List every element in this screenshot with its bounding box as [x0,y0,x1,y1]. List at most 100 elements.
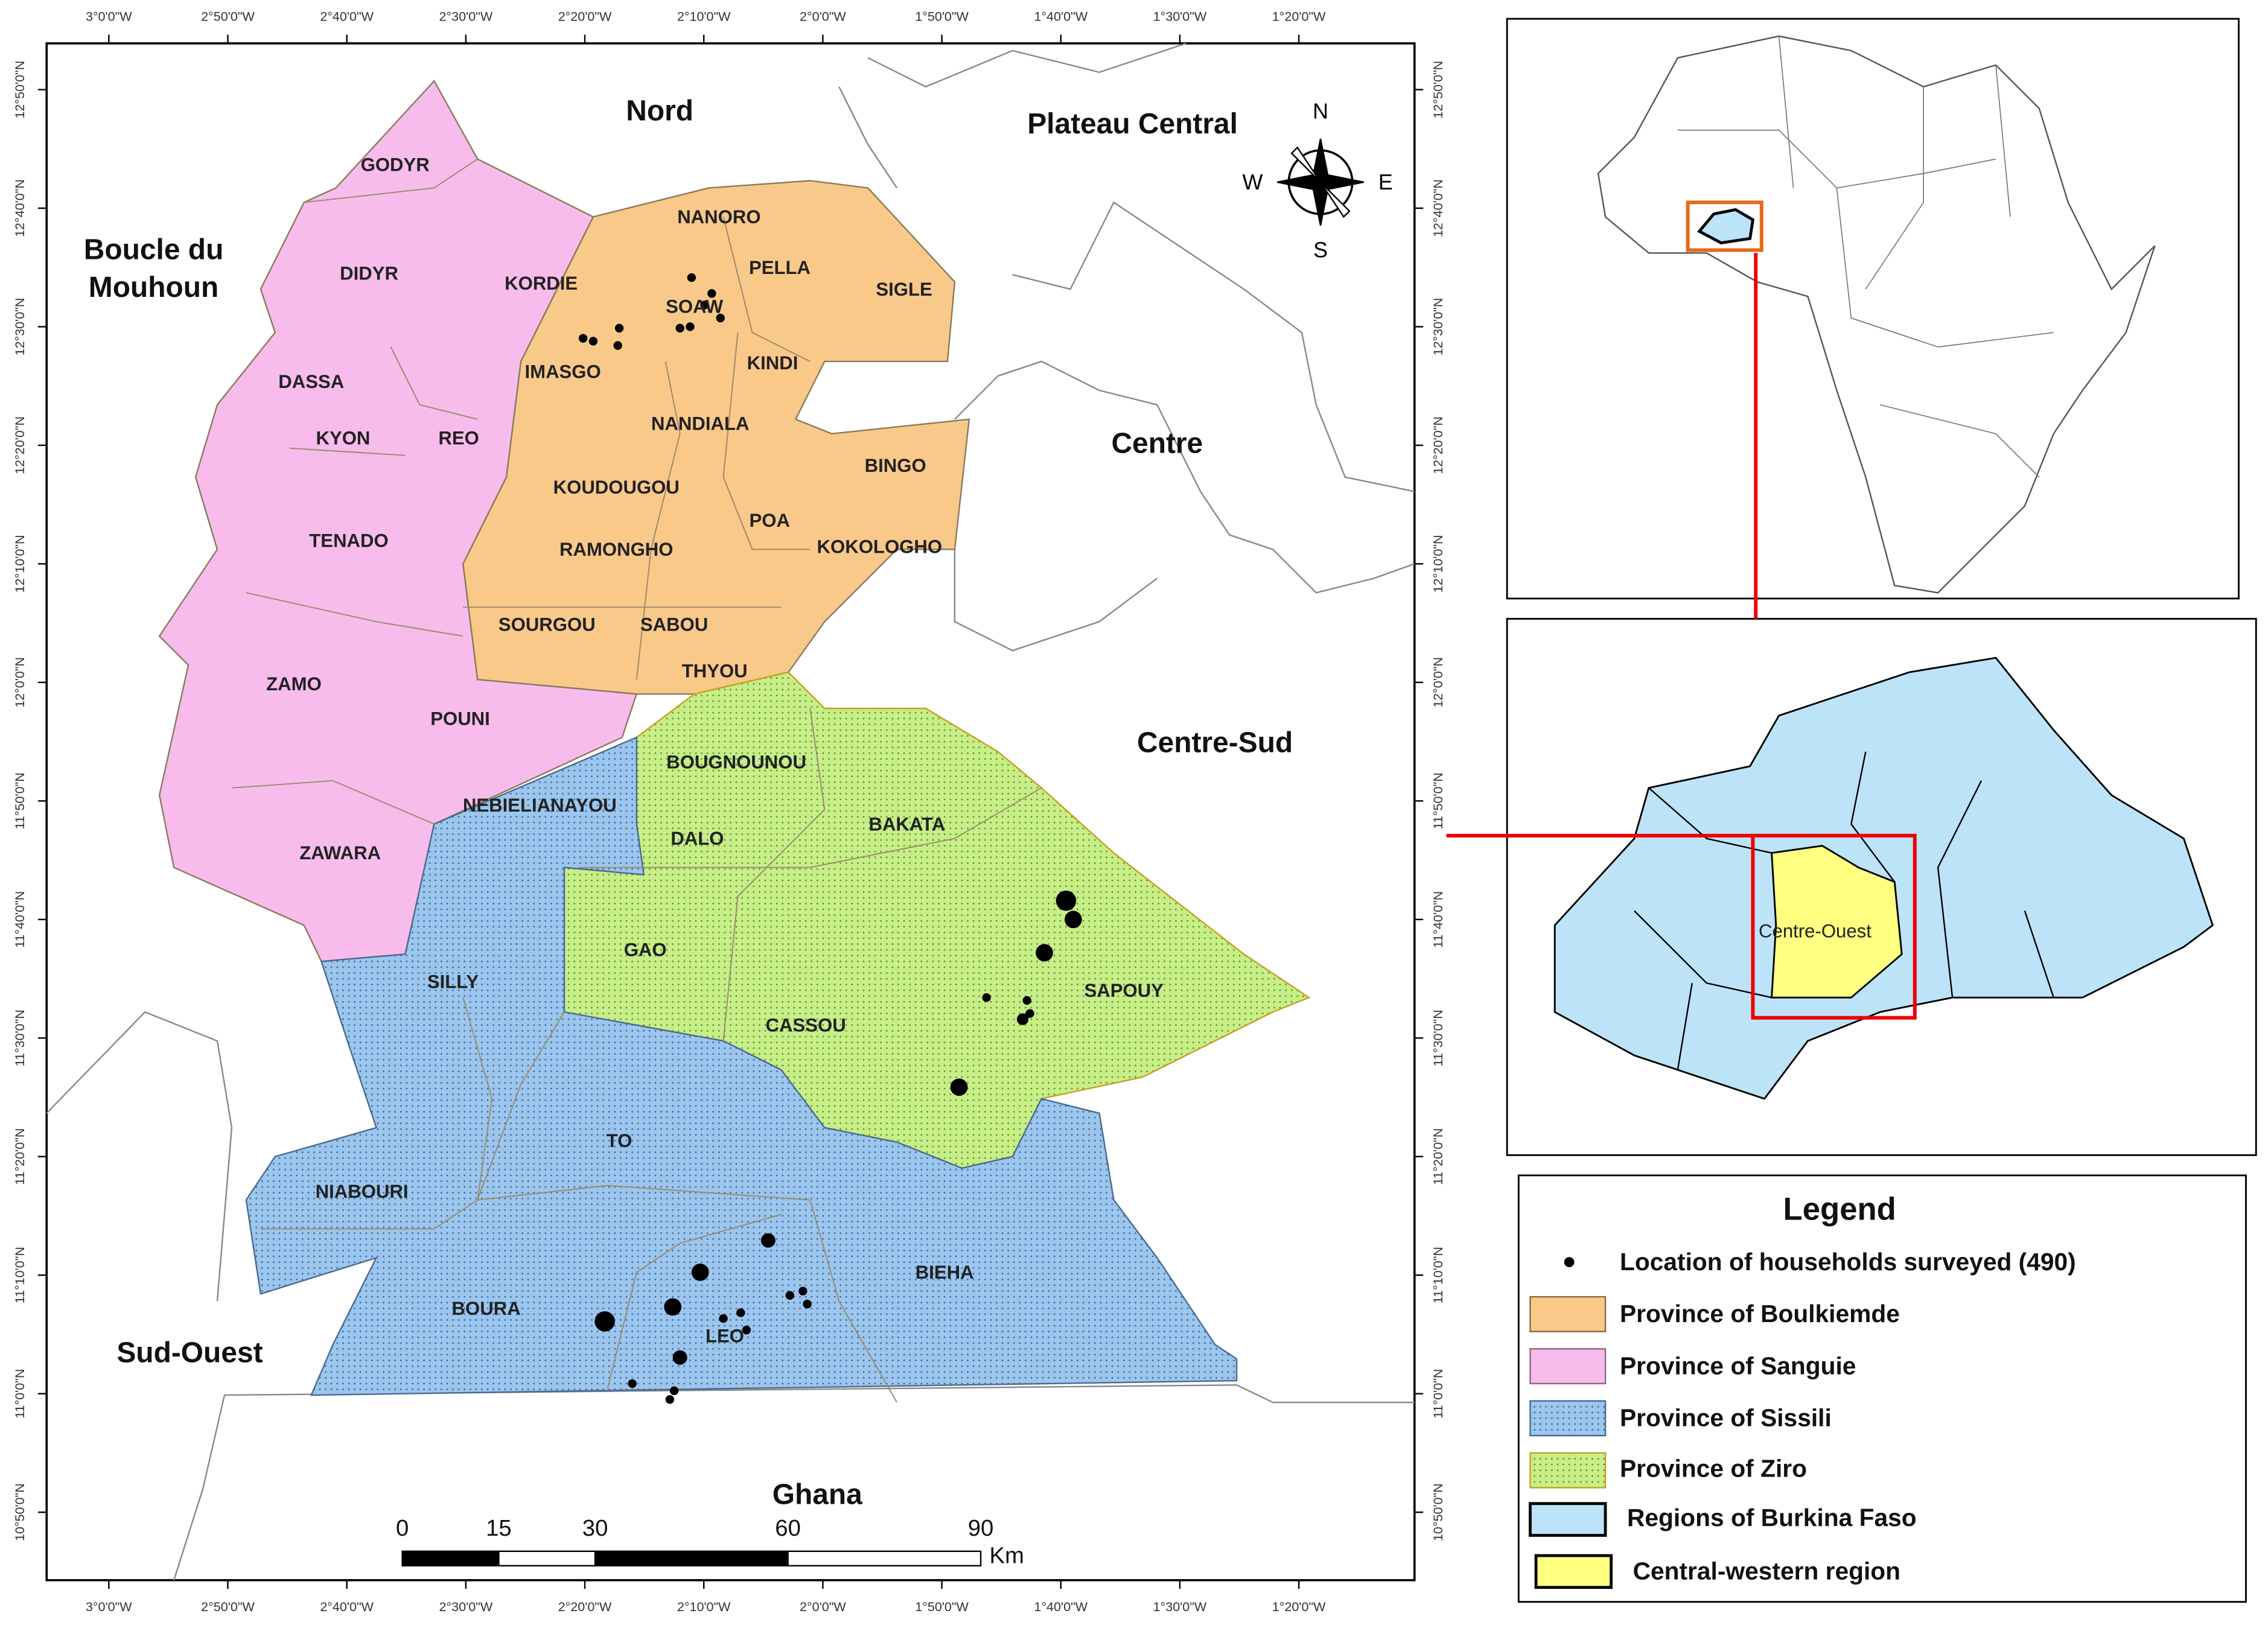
commune-label: KORDIE [505,273,578,294]
province-sissili [245,736,1238,1396]
legend-swatches [1529,1257,1613,1589]
lon-tick-label: 2°40'0"W [320,8,374,24]
lat-tick-label: 12°20'0"N [1430,416,1445,474]
legend-label: Province of Ziro [1620,1454,1807,1482]
legend-label: Location of households surveyed (490) [1620,1248,2076,1276]
compass-letter: E [1378,170,1393,194]
lat-tick-label: 11°50'0"N [1430,772,1445,829]
lon-tick-label: 2°0'0"W [800,1599,846,1614]
lat-tick-label: 10°50'0"N [1430,1483,1445,1541]
commune-label: KOKOLOGHO [817,536,943,557]
commune-label: CASSOU [766,1014,846,1035]
lat-tick-label: 12°30'0"N [12,298,27,356]
commune-label: ZAMO [266,673,322,695]
lat-tick-label: 12°50'0"N [12,61,27,119]
region-label: Ghana [772,1478,862,1510]
lon-tick-label: 2°20'0"W [558,1599,612,1614]
scale-segment [787,1550,982,1566]
neighbour-borders [46,42,1415,1581]
commune-label: NEBIELIANAYOU [463,795,617,816]
commune-label: GAO [624,940,667,961]
lon-tick-label: 2°10'0"W [677,1599,731,1614]
region-label: Centre-Sud [1137,727,1293,759]
lat-tick-label: 12°40'0"N [12,179,27,237]
commune-label: PELLA [749,257,811,278]
commune-label: POUNI [430,708,490,729]
commune-label: KYON [316,428,370,449]
centre-ouest-region [1771,845,1903,999]
lat-tick-label: 11°30'0"N [12,1010,27,1066]
lat-tick-label: 11°40'0"N [1430,891,1445,948]
commune-label: BINGO [865,455,926,476]
commune-label: THYOU [682,660,748,681]
lon-tick-label: 2°0'0"W [800,8,846,24]
lat-tick-label: 12°50'0"N [1430,61,1445,119]
region-label: Sud-Ouest [116,1337,263,1369]
lat-tick-label: 12°10'0"N [1430,535,1445,593]
commune-label: DALO [671,828,724,849]
legend-label: Central-western region [1633,1557,1900,1585]
lat-tick-label: 11°30'0"N [1430,1010,1445,1066]
compass-rose [1276,138,1365,226]
commune-label: NANORO [677,206,760,227]
lon-tick-label: 2°40'0"W [320,1599,374,1614]
lat-tick-label: 11°10'0"N [12,1247,27,1303]
lon-tick-label: 1°30'0"W [1153,1599,1207,1614]
lon-tick-label: 1°40'0"W [1034,1599,1088,1614]
scale-label: 0 [396,1515,409,1541]
commune-label: LEO [706,1325,744,1346]
region-label: Plateau Central [1027,108,1238,140]
lat-tick-label: 11°20'0"N [1430,1128,1445,1185]
lon-tick-label: 1°30'0"W [1153,8,1207,24]
commune-label: BIEHA [916,1262,974,1283]
lat-tick-label: 10°50'0"N [12,1483,27,1541]
provinces [158,80,1311,1396]
lon-tick-label: 2°20'0"W [558,8,612,24]
commune-label: REO [438,428,479,449]
lat-tick-label: 12°0'0"N [1430,657,1445,708]
province-boulkiemde [462,180,970,695]
scale-unit: Km [989,1543,1024,1569]
burkina-region-borders [1634,751,2054,1070]
africa-country-borders [1677,36,2054,478]
commune-label: NIABOURI [316,1181,409,1202]
commune-label: DASSA [278,371,344,392]
commune-label: SAPOUY [1085,980,1164,1001]
region-label: Centre [1111,428,1203,460]
commune-label: KOUDOUGOU [553,477,680,498]
region-label: Boucle du [84,234,224,266]
commune-label: GODYR [361,154,430,176]
lon-tick-label: 3°0'0"W [86,8,132,24]
lat-tick-label: 12°30'0"N [1430,298,1445,356]
legend-title: Legend [1783,1192,1896,1227]
commune-label: SOURGOU [499,614,596,635]
lat-tick-label: 12°20'0"N [12,416,27,474]
commune-label: DIDYR [340,262,398,284]
commune-label: KINDI [747,352,798,374]
locator-box [1686,200,1763,252]
lon-tick-label: 2°50'0"W [201,1599,255,1614]
commune-label: RAMONGHO [559,539,673,560]
legend-label: Regions of Burkina Faso [1627,1504,1917,1531]
commune-label: POA [750,510,790,531]
lat-tick-label: 11°20'0"N [12,1128,27,1185]
scale-label: 90 [968,1515,994,1541]
scale-segment [498,1550,596,1566]
commune-label: SIGLE [876,279,932,300]
lat-tick-label: 11°0'0"N [12,1369,27,1419]
lat-tick-label: 11°40'0"N [12,891,27,948]
region-label: Nord [626,95,693,127]
scale-segment [401,1550,500,1566]
lat-tick-label: 11°0'0"N [1430,1369,1445,1419]
legend-label: Province of Sanguie [1620,1352,1856,1379]
scale-label: 30 [582,1515,608,1541]
lon-tick-label: 2°30'0"W [439,1599,493,1614]
compass-letter: W [1243,170,1263,194]
burkina-locator [1697,208,1755,244]
connector-lines [1446,253,1917,1020]
scale-segment [594,1550,789,1566]
lat-tick-label: 12°0'0"N [12,657,27,708]
lon-tick-label: 1°50'0"W [915,8,969,24]
legend-label: Province of Boulkiemde [1620,1300,1900,1328]
